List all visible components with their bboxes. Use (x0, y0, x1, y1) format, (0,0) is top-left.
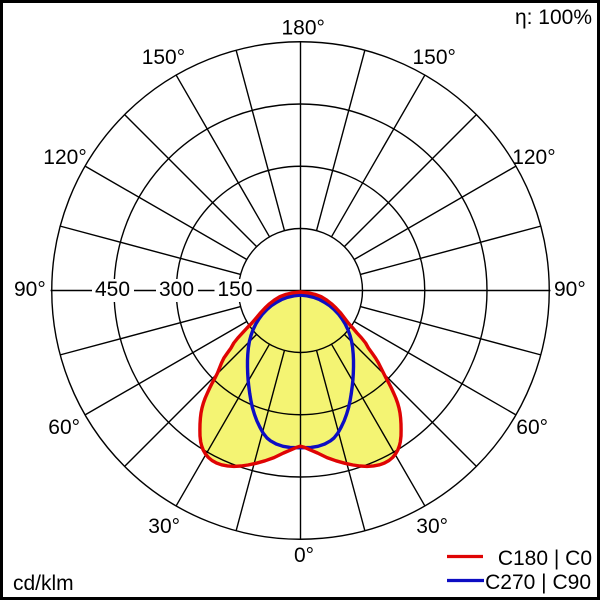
svg-text:C270 | C90: C270 | C90 (485, 571, 591, 594)
svg-text:150: 150 (218, 278, 253, 301)
svg-text:60°: 60° (516, 416, 548, 439)
svg-text:150°: 150° (413, 46, 456, 69)
svg-text:C180 | C0: C180 | C0 (498, 547, 592, 570)
svg-text:120°: 120° (43, 146, 86, 169)
svg-text:150°: 150° (142, 46, 185, 69)
svg-text:30°: 30° (148, 515, 180, 538)
svg-text:300: 300 (159, 278, 194, 301)
svg-text:60°: 60° (48, 416, 80, 439)
svg-text:η: 100%: η: 100% (515, 6, 592, 29)
svg-text:450: 450 (95, 278, 130, 301)
svg-text:90°: 90° (14, 278, 46, 301)
svg-text:30°: 30° (416, 515, 448, 538)
svg-text:0°: 0° (294, 544, 314, 567)
svg-text:120°: 120° (512, 146, 555, 169)
svg-text:cd/klm: cd/klm (13, 572, 74, 595)
svg-text:180°: 180° (282, 17, 325, 40)
svg-text:90°: 90° (554, 278, 586, 301)
